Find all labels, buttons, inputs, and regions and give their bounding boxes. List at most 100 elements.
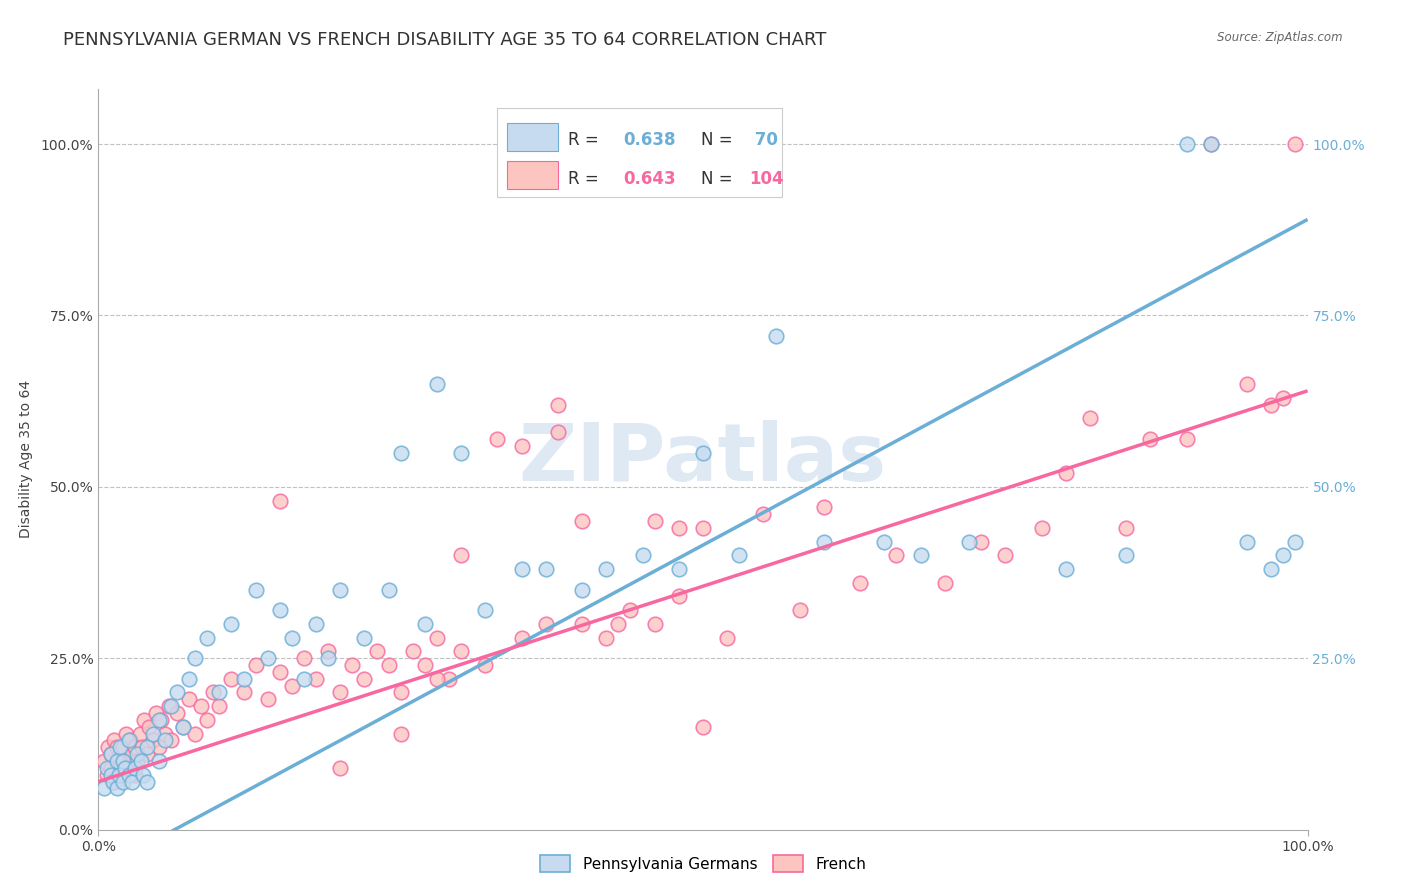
Point	[849, 575, 872, 590]
Point	[316, 644, 339, 658]
Point	[100, 747, 122, 761]
Point	[195, 631, 218, 645]
Point	[813, 500, 835, 515]
Point	[153, 733, 176, 747]
Text: 0.638: 0.638	[623, 131, 676, 149]
Point	[426, 631, 449, 645]
Point	[135, 740, 157, 755]
Point	[96, 768, 118, 782]
Point	[101, 774, 124, 789]
Point	[111, 774, 134, 789]
Point	[1284, 534, 1306, 549]
Point	[134, 713, 156, 727]
FancyBboxPatch shape	[508, 161, 558, 189]
Point	[100, 747, 122, 761]
Point	[131, 740, 153, 755]
Point	[97, 740, 120, 755]
Point	[716, 631, 738, 645]
Point	[329, 582, 352, 597]
Point	[692, 445, 714, 459]
Point	[389, 445, 412, 459]
Text: ZIPatlas: ZIPatlas	[519, 420, 887, 499]
Point	[1054, 562, 1077, 576]
Point	[1175, 136, 1198, 151]
Point	[135, 747, 157, 761]
Point	[118, 733, 141, 747]
Point	[1031, 521, 1053, 535]
Point	[571, 514, 593, 528]
Point	[510, 439, 533, 453]
Point	[108, 761, 131, 775]
Text: R =: R =	[568, 131, 603, 149]
Point	[413, 616, 436, 631]
Point	[970, 534, 993, 549]
Point	[128, 726, 150, 740]
Point	[813, 534, 835, 549]
Point	[728, 549, 751, 563]
Text: 0.643: 0.643	[623, 169, 676, 188]
Text: PENNSYLVANIA GERMAN VS FRENCH DISABILITY AGE 35 TO 64 CORRELATION CHART: PENNSYLVANIA GERMAN VS FRENCH DISABILITY…	[63, 31, 827, 49]
Point	[148, 713, 170, 727]
Point	[510, 562, 533, 576]
Point	[121, 747, 143, 761]
Point	[118, 768, 141, 782]
Point	[668, 521, 690, 535]
Point	[118, 733, 141, 747]
Point	[765, 329, 787, 343]
Point	[127, 754, 149, 768]
Point	[366, 644, 388, 658]
Point	[96, 761, 118, 775]
Point	[619, 603, 641, 617]
Point	[316, 651, 339, 665]
Point	[142, 733, 165, 747]
Point	[111, 740, 134, 755]
Point	[1199, 136, 1222, 151]
Point	[281, 631, 304, 645]
Point	[118, 761, 141, 775]
Point	[184, 726, 207, 740]
Point	[115, 726, 138, 740]
Point	[145, 706, 167, 720]
Point	[105, 781, 128, 796]
Point	[93, 781, 115, 796]
Point	[644, 616, 666, 631]
Point	[329, 685, 352, 699]
Point	[256, 692, 278, 706]
Point	[692, 720, 714, 734]
Text: 104: 104	[749, 169, 783, 188]
Point	[179, 692, 201, 706]
Point	[221, 616, 243, 631]
Point	[342, 658, 364, 673]
Point	[100, 761, 122, 775]
Point	[1115, 521, 1137, 535]
Point	[160, 699, 183, 714]
Point	[402, 644, 425, 658]
Point	[245, 658, 267, 673]
Point	[486, 432, 509, 446]
Point	[789, 603, 811, 617]
Point	[329, 761, 352, 775]
Point	[534, 562, 557, 576]
Point	[389, 685, 412, 699]
Point	[101, 774, 124, 789]
Point	[450, 549, 472, 563]
Point	[292, 651, 315, 665]
Text: 70: 70	[749, 131, 778, 149]
Point	[269, 665, 291, 679]
Point	[595, 562, 617, 576]
Text: N =: N =	[700, 131, 738, 149]
Point	[957, 534, 980, 549]
Point	[124, 768, 146, 782]
Point	[172, 720, 194, 734]
Point	[157, 699, 180, 714]
Point	[129, 754, 152, 768]
Point	[934, 575, 956, 590]
Point	[166, 685, 188, 699]
Point	[100, 768, 122, 782]
Point	[547, 398, 569, 412]
Point	[1054, 466, 1077, 480]
Point	[1175, 432, 1198, 446]
Point	[426, 376, 449, 391]
Point	[1199, 136, 1222, 151]
Point	[1139, 432, 1161, 446]
